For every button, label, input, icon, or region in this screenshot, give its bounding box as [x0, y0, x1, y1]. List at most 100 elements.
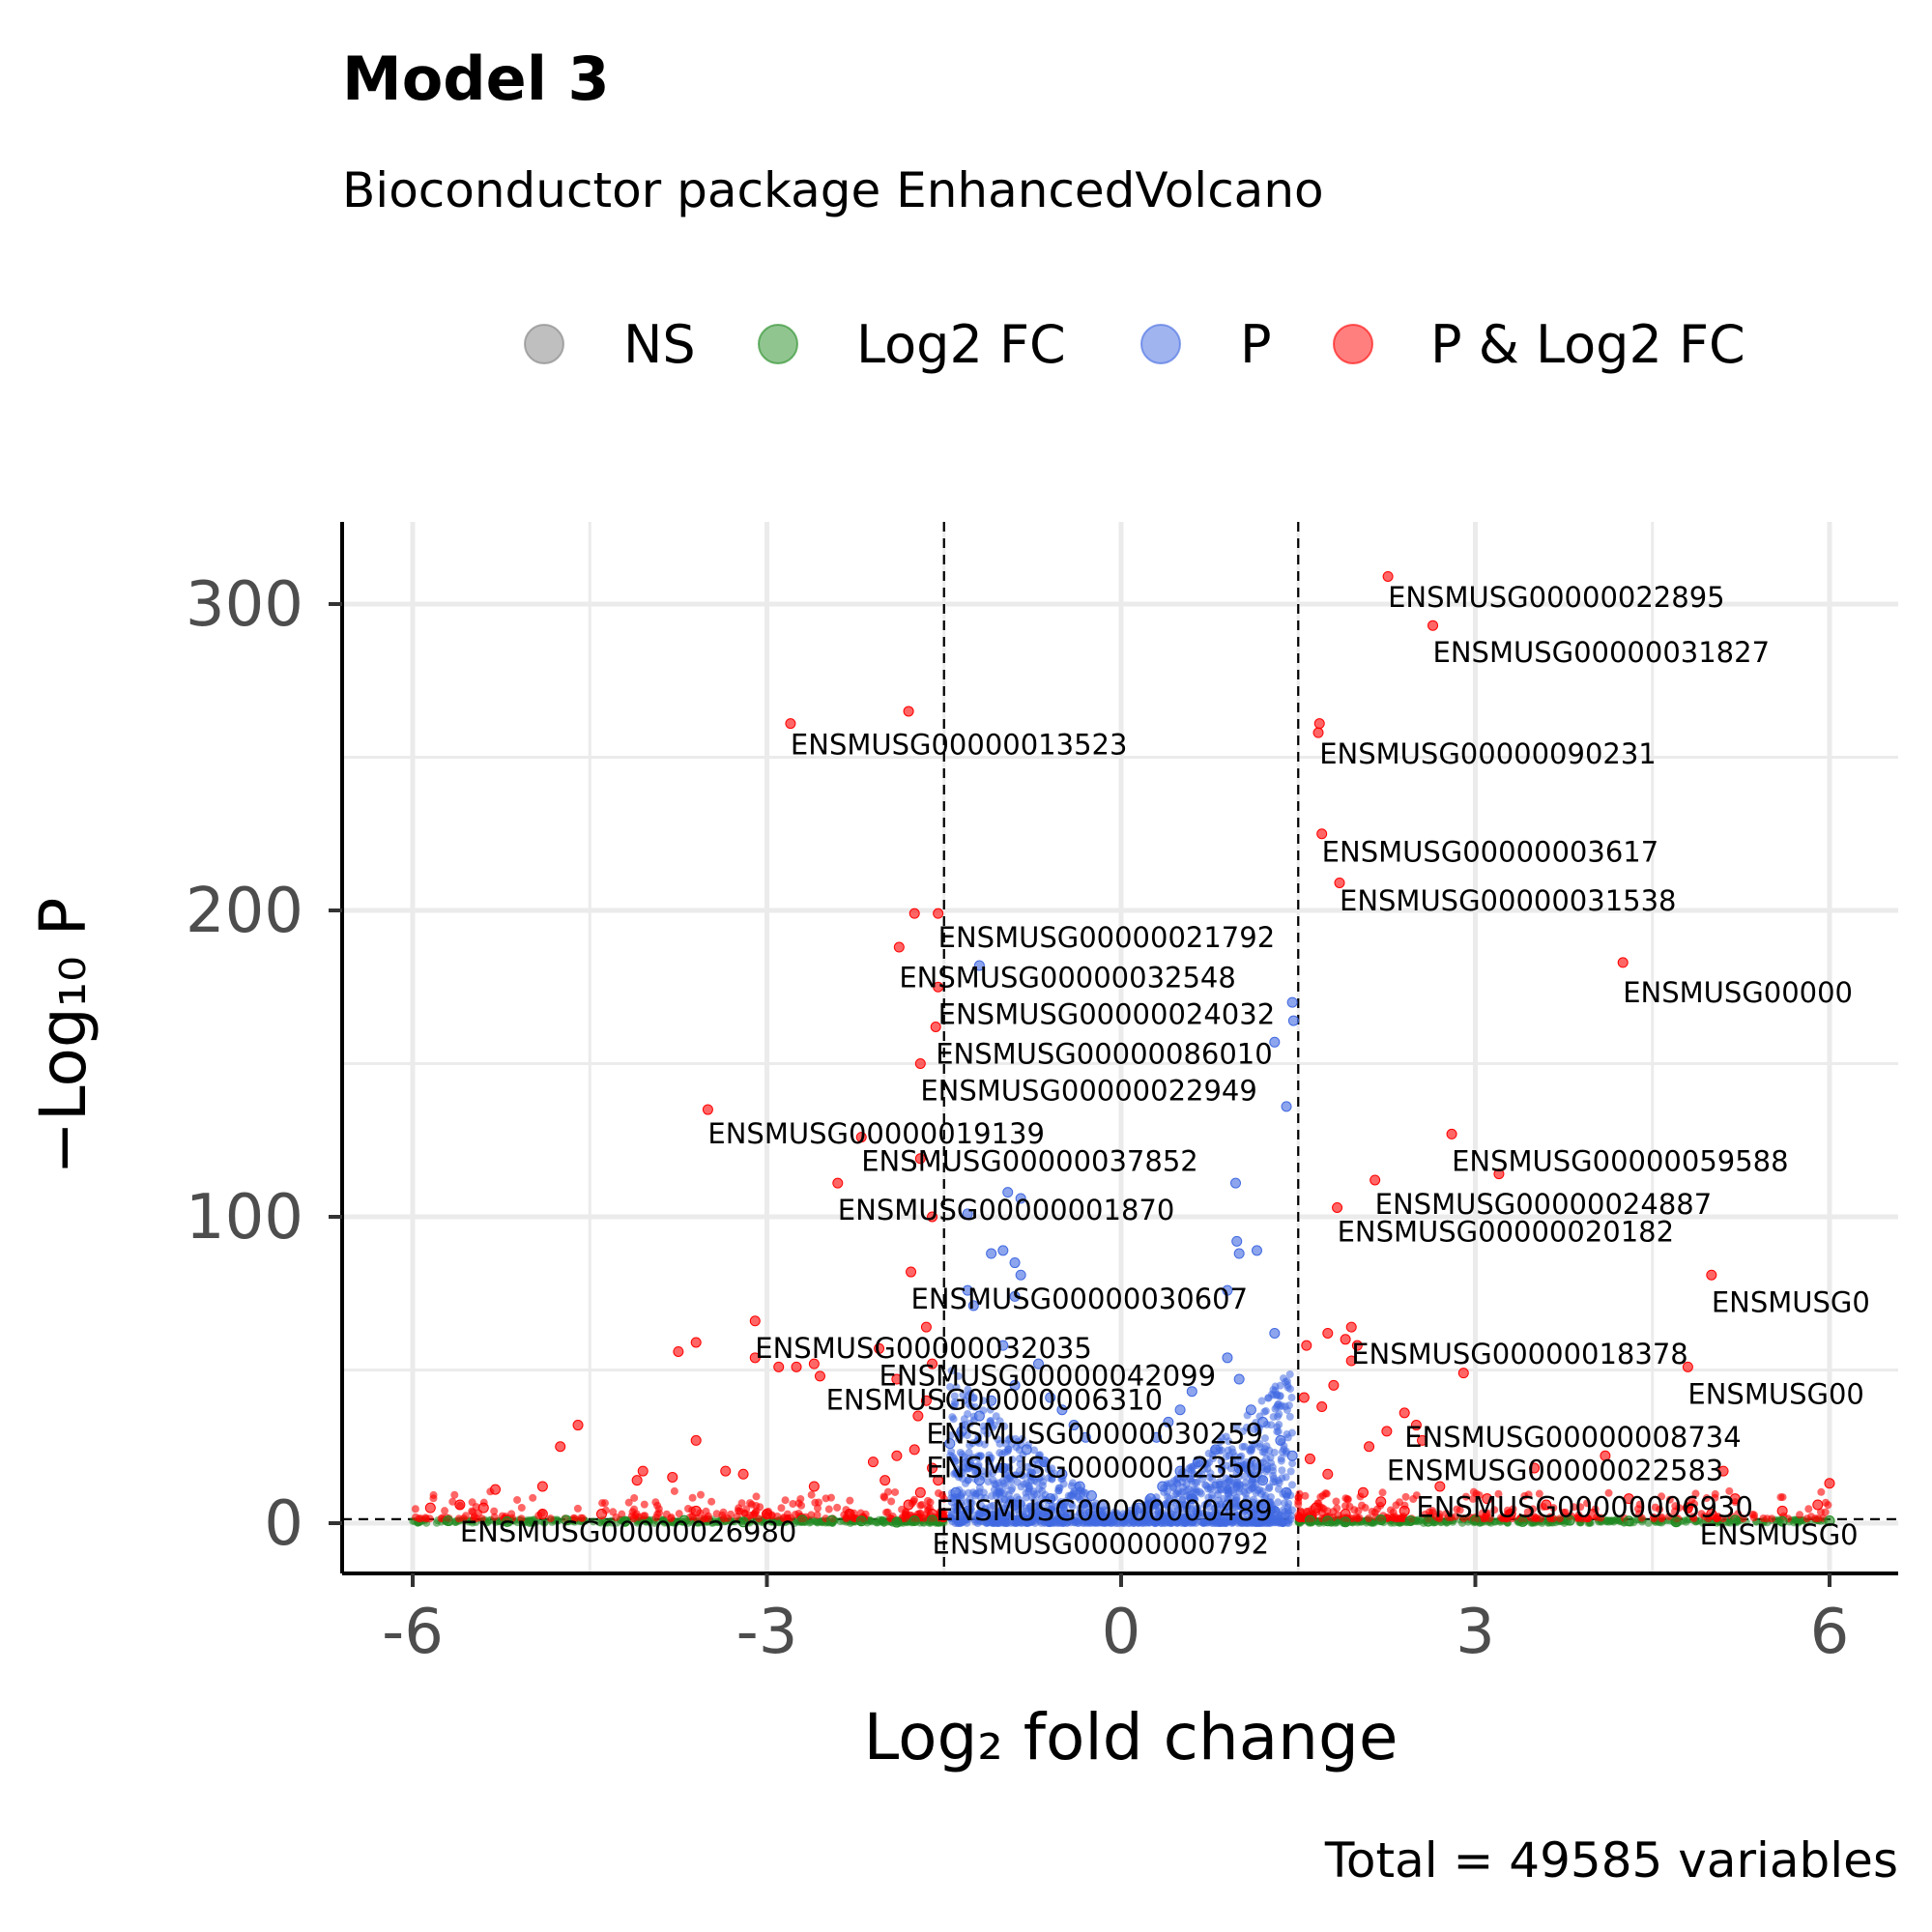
point-p	[1157, 1481, 1168, 1492]
point-p-and-log2fc	[697, 1490, 706, 1499]
point-p-and-log2fc	[1302, 1508, 1311, 1516]
point-p-log2-fc	[927, 1211, 938, 1223]
point-p	[1081, 1501, 1089, 1510]
point-p	[1016, 1517, 1024, 1526]
point-log2-fc	[1404, 1514, 1416, 1526]
point-p	[997, 1245, 1009, 1256]
point-p-and-log2fc	[924, 1503, 933, 1512]
point-p-log2-fc	[595, 1508, 607, 1519]
point-p-and-log2fc	[1365, 1514, 1373, 1523]
gene-label: ENSMUSG0	[1700, 1518, 1859, 1551]
point-p	[1085, 1489, 1097, 1501]
gene-label: ENSMUSG00000000792	[933, 1528, 1270, 1561]
point-p-and-log2fc	[1343, 1495, 1352, 1504]
point-p	[962, 1208, 973, 1220]
point-p-and-log2fc	[517, 1503, 526, 1512]
point-p	[1212, 1501, 1221, 1510]
point-p	[974, 1432, 983, 1441]
point-p-and-log2fc	[441, 1507, 449, 1515]
point-p-log2-fc	[1617, 957, 1629, 968]
point-p	[1243, 1503, 1252, 1512]
point-p-and-log2fc	[1412, 1491, 1421, 1500]
point-log2fc	[767, 1517, 776, 1526]
point-p-log2-fc	[930, 1021, 941, 1032]
point-p-and-log2fc	[1549, 1504, 1558, 1513]
point-p	[951, 1399, 960, 1408]
point-p-and-log2fc	[1570, 1503, 1578, 1512]
point-p	[1204, 1493, 1213, 1502]
point-p	[952, 1383, 961, 1392]
point-p-and-log2fc	[1688, 1513, 1697, 1521]
point-p	[1119, 1514, 1128, 1523]
point-p-log2-fc	[555, 1441, 566, 1453]
point-p-log2-fc	[920, 1395, 932, 1406]
point-p	[1043, 1517, 1052, 1526]
point-p	[1285, 1370, 1294, 1378]
point-p	[971, 1489, 980, 1498]
point-p	[1045, 1392, 1056, 1403]
point-p-log2-fc	[749, 1352, 761, 1364]
point-p-and-log2fc	[667, 1514, 676, 1523]
gene-label: ENSMUSG00000031538	[1340, 884, 1677, 917]
chart-subtitle: Bioconductor package EnhancedVolcano	[342, 162, 1324, 218]
point-p	[1145, 1493, 1157, 1505]
point-p	[1275, 1434, 1286, 1446]
point-p	[1088, 1512, 1097, 1520]
point-log2fc	[645, 1517, 653, 1526]
point-p-log2-fc	[1410, 1420, 1422, 1431]
point-p	[1269, 1327, 1281, 1339]
point-p-log2-fc	[808, 1358, 820, 1370]
point-log2-fc	[1564, 1514, 1575, 1526]
point-p	[1186, 1475, 1195, 1484]
point-p-log2-fc	[637, 1465, 649, 1477]
point-p	[995, 1417, 1004, 1426]
point-p-and-log2fc	[411, 1505, 419, 1514]
point-p	[1139, 1511, 1148, 1519]
point-p-and-log2fc	[1341, 1502, 1350, 1511]
point-p	[984, 1456, 993, 1465]
point-p-and-log2fc	[1637, 1514, 1646, 1522]
point-p-and-log2fc	[1739, 1514, 1747, 1523]
point-p-and-log2fc	[920, 1514, 929, 1522]
point-p	[956, 1502, 965, 1511]
point-p	[1022, 1493, 1030, 1502]
point-p-and-log2fc	[745, 1499, 754, 1508]
point-p-log2-fc	[424, 1502, 436, 1514]
point-p-and-log2fc	[1687, 1495, 1696, 1504]
point-p-and-log2fc	[1333, 1504, 1341, 1513]
gene-label: ENSMUSG00000012350	[926, 1451, 1263, 1484]
point-p-log2-fc	[832, 1177, 844, 1189]
point-p	[1208, 1475, 1217, 1484]
x-tick-label: 0	[1102, 1597, 1141, 1668]
point-p	[1241, 1472, 1250, 1481]
point-p-and-log2fc	[781, 1496, 790, 1505]
point-p-and-log2fc	[1576, 1503, 1585, 1512]
point-p	[997, 1340, 1009, 1351]
point-p-log2-fc	[1316, 828, 1328, 840]
legend-key-p	[1140, 324, 1181, 364]
point-p	[1278, 1466, 1286, 1475]
point-p	[1039, 1456, 1051, 1468]
point-p-and-log2fc	[1378, 1488, 1387, 1497]
gene-label: ENSMUSG00000024887	[1375, 1188, 1713, 1221]
point-p-and-log2fc	[783, 1514, 792, 1523]
gene-label: ENSMUSG00000022949	[920, 1075, 1257, 1108]
point-p	[1254, 1486, 1262, 1495]
point-p	[1212, 1512, 1221, 1520]
point-p-log2-fc	[844, 1508, 855, 1519]
point-p	[1225, 1437, 1233, 1446]
point-p	[983, 1429, 992, 1438]
gene-label: ENSMUSG00000030607	[911, 1283, 1249, 1315]
point-p-and-log2fc	[1334, 1511, 1342, 1519]
point-p	[949, 1415, 958, 1424]
point-p	[973, 1410, 985, 1422]
point-p	[950, 1514, 959, 1523]
point-p	[1215, 1480, 1224, 1488]
point-log2-fc	[1423, 1515, 1434, 1527]
point-log2-fc	[737, 1516, 749, 1528]
point-p	[1002, 1187, 1014, 1198]
point-log2-fc	[1340, 1516, 1351, 1528]
y-tick-label: 200	[186, 876, 303, 947]
point-p-log2-fc	[903, 706, 914, 717]
